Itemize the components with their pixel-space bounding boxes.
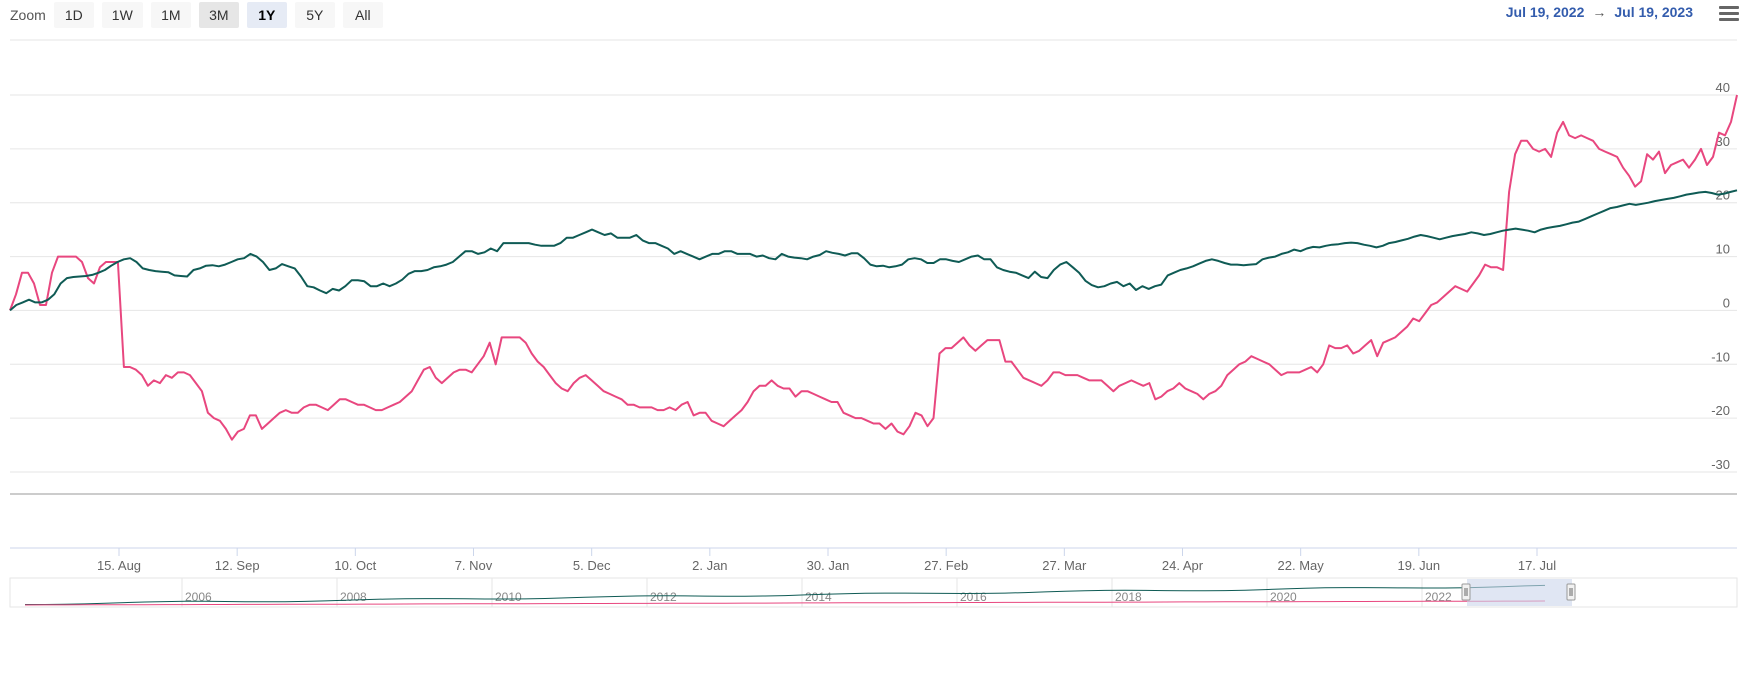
x-tick-label: 30. Jan xyxy=(807,558,850,573)
x-tick-label: 24. Apr xyxy=(1162,558,1204,573)
range-to-date[interactable]: Jul 19, 2023 xyxy=(1614,4,1693,20)
x-tick-label: 7. Nov xyxy=(455,558,493,573)
zoom-button-1y[interactable]: 1Y xyxy=(246,2,287,28)
zoom-button-all[interactable]: All xyxy=(342,2,383,28)
x-axis: 15. Aug 12. Sep 10. Oct 7. Nov 5. Dec 2. Jan 3… xyxy=(10,547,1737,573)
navigator-series-green xyxy=(25,584,1546,605)
x-tick-label: 19. Jun xyxy=(1398,558,1441,573)
navigator-year-label: 2012 xyxy=(650,590,677,604)
y-tick-label: 0 xyxy=(1723,295,1730,310)
navigator-selected-range[interactable] xyxy=(1467,579,1572,606)
zoom-button-1w[interactable]: 1W xyxy=(101,2,143,28)
navigator-year-label: 2008 xyxy=(340,590,367,604)
y-tick-label: -20 xyxy=(1711,403,1730,418)
y-axis-labels: 40 30 20 10 0 -10 -20 -30 xyxy=(1711,80,1730,472)
grid-lines xyxy=(10,39,1737,495)
y-tick-label: 40 xyxy=(1716,80,1730,95)
zoom-button-1d[interactable]: 1D xyxy=(53,2,94,28)
navigator-year-label: 2018 xyxy=(1115,590,1142,604)
hamburger-menu-icon[interactable] xyxy=(1719,6,1739,22)
zoom-button-5y[interactable]: 5Y xyxy=(294,2,335,28)
x-tick-label: 12. Sep xyxy=(215,558,260,573)
navigator-left-handle[interactable] xyxy=(1461,583,1471,601)
navigator-right-handle[interactable] xyxy=(1566,583,1576,601)
x-tick-label: 15. Aug xyxy=(97,558,141,573)
range-arrow-icon: → xyxy=(1592,4,1607,20)
navigator-frame xyxy=(9,577,1738,608)
zoom-button-1m[interactable]: 1M xyxy=(150,2,191,28)
navigator-year-label: 2016 xyxy=(960,590,987,604)
x-tick-label: 2. Jan xyxy=(692,558,727,573)
series-line-1 xyxy=(9,189,1738,312)
x-tick-label: 27. Feb xyxy=(924,558,968,573)
navigator[interactable]: 2006 2008 2010 2012 2014 2016 2018 2020 2022 xyxy=(9,577,1738,608)
zoom-label: Zoom xyxy=(10,7,46,23)
navigator-year-label: 2020 xyxy=(1270,590,1297,604)
y-tick-label: 10 xyxy=(1716,242,1730,257)
date-range: Jul 19, 2022 → Jul 19, 2023 xyxy=(1506,4,1693,20)
navigator-year-label: 2014 xyxy=(805,590,832,604)
zoom-button-group: 1D 1W 1M 3M 1Y 5Y All xyxy=(53,2,383,28)
x-tick-label: 10. Oct xyxy=(334,558,376,573)
x-tick-label: 5. Dec xyxy=(573,558,611,573)
y-tick-label: -10 xyxy=(1711,349,1730,364)
zoom-toolbar: Zoom 1D 1W 1M 3M 1Y 5Y All xyxy=(10,2,383,28)
y-tick-label: 20 xyxy=(1716,188,1730,203)
y-tick-label: 30 xyxy=(1716,134,1730,149)
series-line-0 xyxy=(9,94,1738,441)
navigator-series-pink xyxy=(24,600,1546,606)
y-tick-label: -30 xyxy=(1711,457,1730,472)
navigator-year-label: 2006 xyxy=(185,590,212,604)
navigator-year-label: 2022 xyxy=(1425,590,1452,604)
x-tick-label: 17. Jul xyxy=(1518,558,1556,573)
range-from-date[interactable]: Jul 19, 2022 xyxy=(1505,4,1585,20)
navigator-year-label: 2010 xyxy=(495,590,522,604)
x-tick-label: 27. Mar xyxy=(1042,558,1087,573)
zoom-button-3m[interactable]: 3M xyxy=(198,2,239,28)
plot-area xyxy=(9,94,1738,441)
x-tick-label: 22. May xyxy=(1278,558,1325,573)
